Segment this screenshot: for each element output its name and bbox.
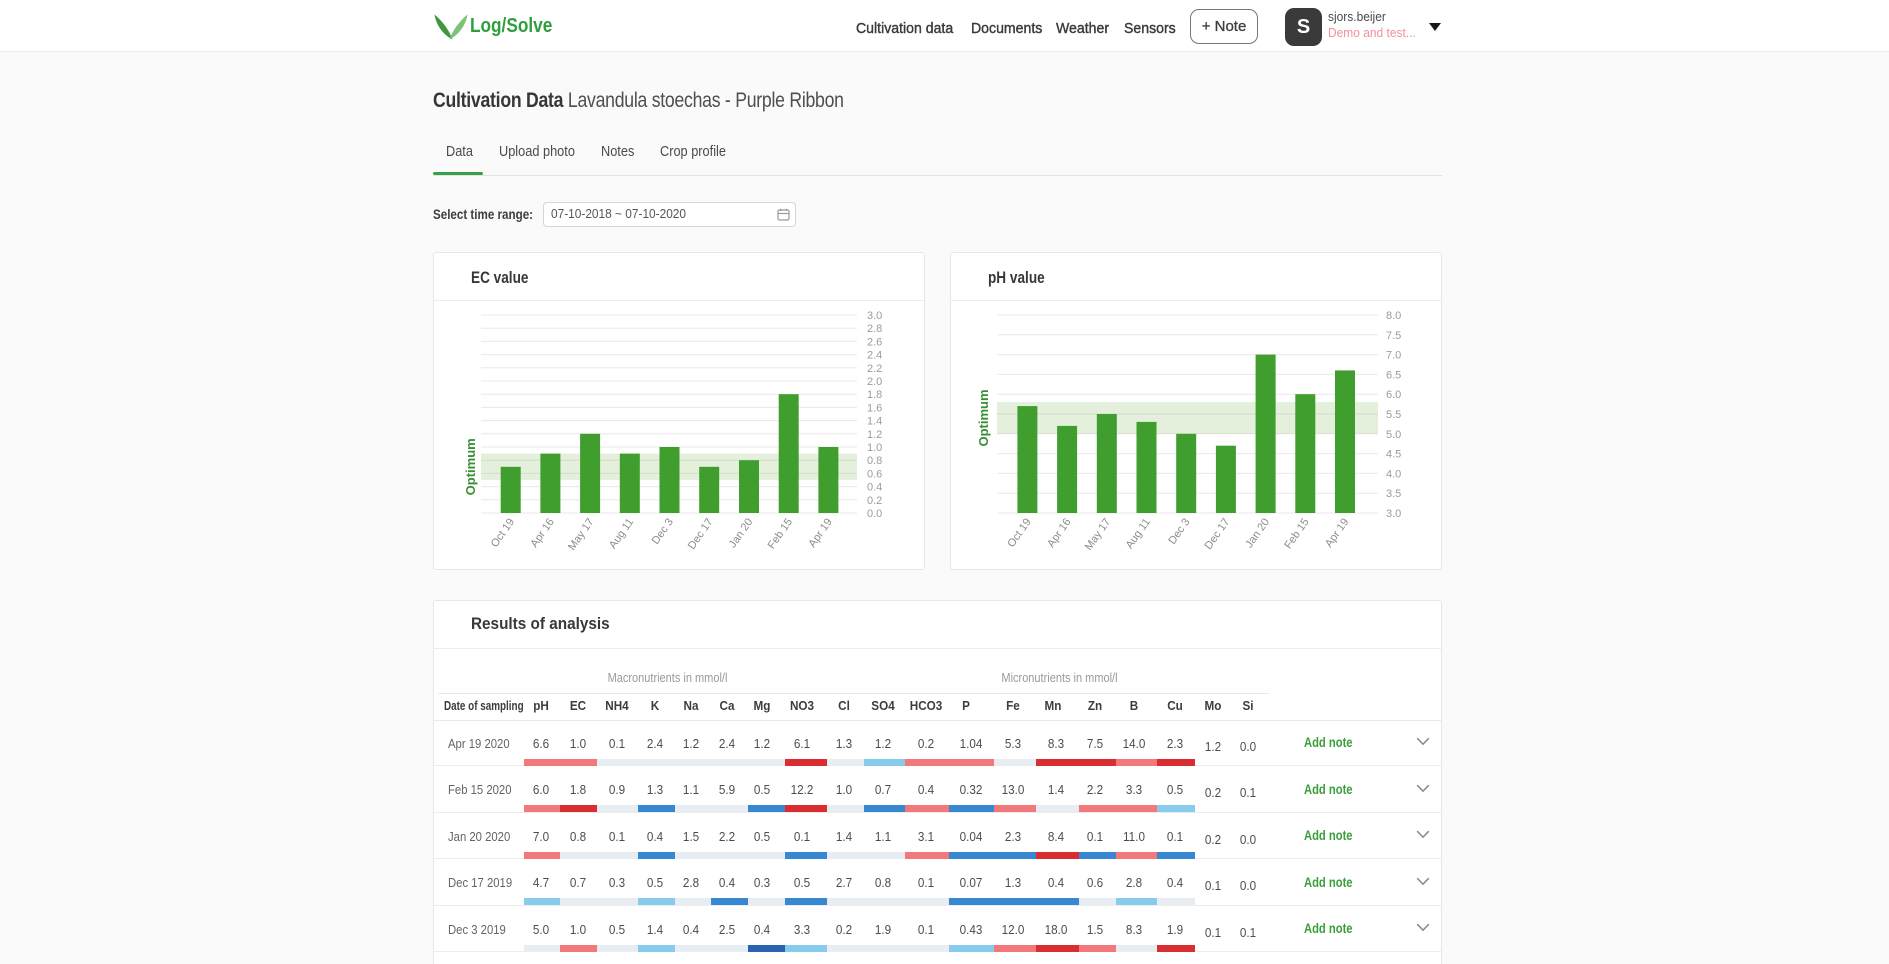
svg-text:1.6: 1.6: [867, 402, 882, 414]
svg-text:Dec 17: Dec 17: [686, 516, 716, 551]
svg-text:Feb 15: Feb 15: [1282, 516, 1311, 551]
svg-text:Optimum: Optimum: [463, 438, 478, 495]
svg-text:Oct 19: Oct 19: [1005, 516, 1033, 549]
svg-text:0.2: 0.2: [867, 495, 882, 507]
svg-text:Apr 19: Apr 19: [806, 516, 834, 549]
svg-text:0.6: 0.6: [867, 468, 882, 480]
svg-text:1.4: 1.4: [867, 416, 882, 428]
svg-text:Apr 19: Apr 19: [1323, 516, 1351, 549]
svg-text:Jan 20: Jan 20: [1243, 516, 1272, 550]
svg-text:8.0: 8.0: [1386, 310, 1401, 322]
svg-text:Apr 16: Apr 16: [528, 516, 556, 549]
svg-text:1.2: 1.2: [867, 429, 882, 441]
svg-text:2.0: 2.0: [867, 376, 882, 388]
svg-text:0.0: 0.0: [867, 508, 882, 520]
svg-text:May 17: May 17: [1083, 516, 1114, 552]
svg-text:Oct 19: Oct 19: [489, 516, 517, 549]
svg-text:Aug 11: Aug 11: [607, 516, 636, 551]
svg-text:1.8: 1.8: [867, 389, 882, 401]
svg-text:2.6: 2.6: [867, 336, 882, 348]
svg-text:Apr 16: Apr 16: [1045, 516, 1073, 549]
svg-text:2.2: 2.2: [867, 363, 882, 375]
svg-text:Feb 15: Feb 15: [766, 516, 795, 551]
svg-text:6.0: 6.0: [1386, 389, 1401, 401]
svg-text:3.0: 3.0: [1386, 508, 1401, 520]
svg-text:2.8: 2.8: [867, 323, 882, 335]
svg-text:7.5: 7.5: [1386, 330, 1401, 342]
svg-text:5.5: 5.5: [1386, 409, 1401, 421]
svg-text:7.0: 7.0: [1386, 350, 1401, 362]
svg-text:0.4: 0.4: [867, 482, 882, 494]
svg-text:2.4: 2.4: [867, 350, 882, 362]
svg-text:5.0: 5.0: [1386, 429, 1401, 441]
svg-text:4.5: 4.5: [1386, 449, 1401, 461]
svg-text:1.0: 1.0: [867, 442, 882, 454]
svg-text:4.0: 4.0: [1386, 468, 1401, 480]
svg-text:Dec 3: Dec 3: [650, 516, 676, 546]
svg-text:May 17: May 17: [566, 516, 597, 552]
svg-text:3.0: 3.0: [867, 310, 882, 322]
svg-text:Jan 20: Jan 20: [727, 516, 756, 550]
svg-text:Dec 3: Dec 3: [1166, 516, 1192, 546]
svg-text:Aug 11: Aug 11: [1124, 516, 1153, 551]
svg-text:3.5: 3.5: [1386, 488, 1401, 500]
svg-text:0.8: 0.8: [867, 455, 882, 467]
svg-text:6.5: 6.5: [1386, 369, 1401, 381]
svg-text:Dec 17: Dec 17: [1203, 516, 1233, 551]
svg-text:Optimum: Optimum: [976, 389, 991, 446]
